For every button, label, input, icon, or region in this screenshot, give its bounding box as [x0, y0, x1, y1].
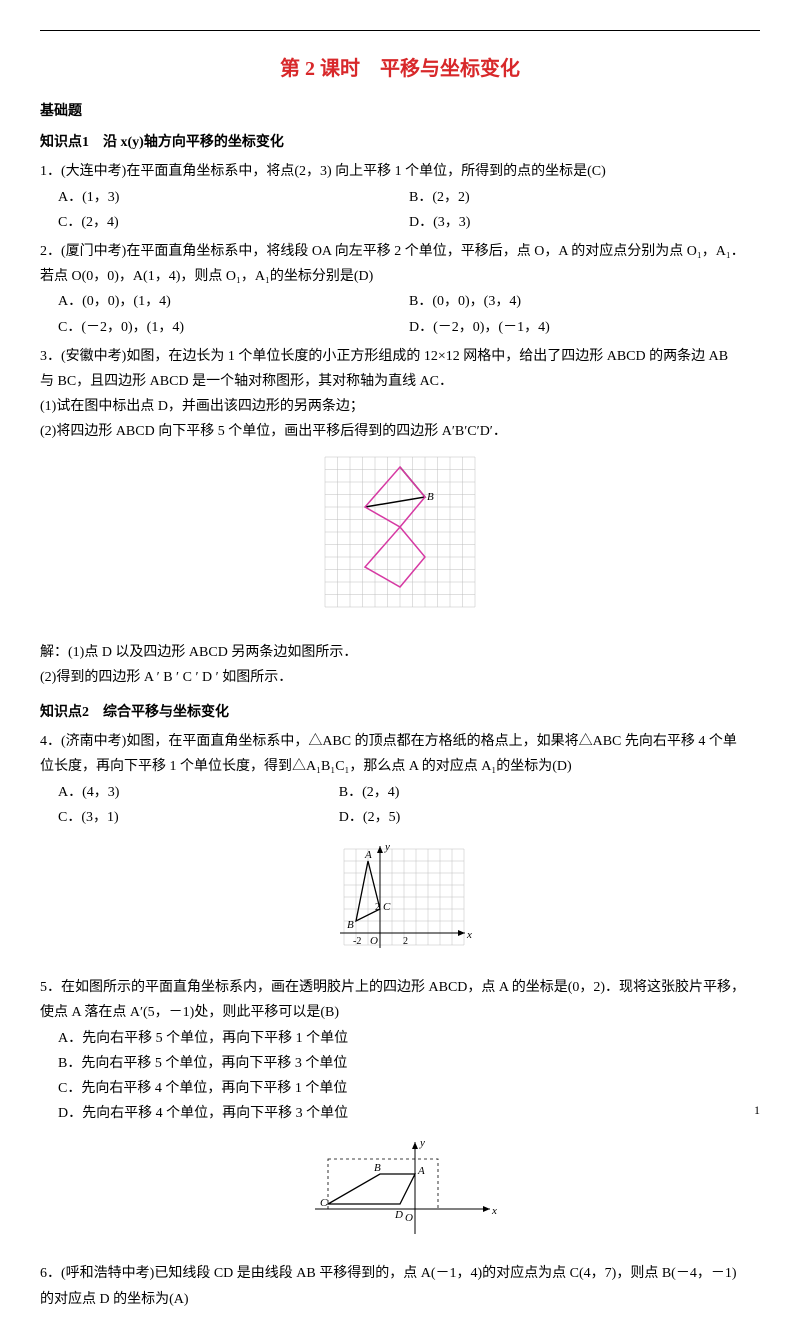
q5-opt-d: D．先向右平移 4 个单位，再向下平移 3 个单位 [58, 1101, 778, 1126]
page-number: 1 [754, 1100, 760, 1122]
q5-stem2: 使点 A 落在点 A′(5，－1)处，则此平移可以是(B) [40, 1000, 760, 1025]
svg-text:2: 2 [375, 902, 380, 913]
svg-text:O: O [370, 935, 378, 947]
svg-text:O: O [405, 1212, 413, 1224]
q3-stem1: 3．(安徽中考)如图，在边长为 1 个单位长度的小正方形组成的 12×12 网格… [40, 344, 760, 369]
heading-kp2: 知识点2 综合平移与坐标变化 [40, 700, 760, 725]
svg-text:A: A [417, 1165, 425, 1177]
q3-sol1: 解：(1)点 D 以及四边形 ABCD 另两条边如图所示． [40, 640, 760, 665]
q4-stem2: 位长度，再向下平移 1 个单位长度，得到△A₁B₁C₁，那么点 A 的对应点 A… [40, 754, 760, 779]
q5-opt-c: C．先向右平移 4 个单位，再向下平移 1 个单位 [58, 1076, 778, 1101]
q3-figure: B [40, 452, 760, 631]
svg-text:C: C [383, 901, 391, 913]
svg-text:B: B [374, 1162, 381, 1174]
q1-opt-b: B．(2，2) [409, 185, 760, 210]
page-title: 第 2 课时 平移与坐标变化 [40, 51, 760, 87]
q4-opt-d: D．(2，5) [339, 805, 760, 830]
q4-options: A．(4，3) B．(2，4) C．(3，1) D．(2，5) [58, 780, 760, 830]
q2-opt-c: C．(－2，0)，(1，4) [58, 315, 409, 340]
q4-opt-a: A．(4，3) [58, 780, 339, 805]
q4-stem1: 4．(济南中考)如图，在平面直角坐标系中，△ABC 的顶点都在方格纸的格点上，如… [40, 729, 760, 754]
q1-opt-a: A．(1，3) [58, 185, 409, 210]
heading-kp1: 知识点1 沿 x(y)轴方向平移的坐标变化 [40, 130, 760, 155]
svg-text:B: B [347, 919, 354, 931]
q5-stem1: 5．在如图所示的平面直角坐标系内，画在透明胶片上的四边形 ABCD，点 A 的坐… [40, 975, 760, 1000]
svg-text:-2: -2 [353, 936, 361, 947]
top-rule [40, 30, 760, 31]
q3-p2: (2)将四边形 ABCD 向下平移 5 个单位，画出平移后得到的四边形 A′B′… [40, 419, 760, 444]
q5-opt-b: B．先向右平移 5 个单位，再向下平移 3 个单位 [58, 1051, 778, 1076]
q6-stem2: 的对应点 D 的坐标为(A) [40, 1287, 760, 1312]
heading-basic: 基础题 [40, 99, 760, 124]
svg-text:x: x [466, 929, 472, 941]
q2-stem2: 若点 O(0，0)，A(1，4)，则点 O₁，A₁的坐标分别是(D) [40, 264, 760, 289]
q1-opt-d: D．(3，3) [409, 210, 760, 235]
q2-opt-d: D．(－2，0)，(－1，4) [409, 315, 760, 340]
svg-text:y: y [419, 1137, 425, 1149]
q1-opt-c: C．(2，4) [58, 210, 409, 235]
q2-opt-b: B．(0，0)，(3，4) [409, 289, 760, 314]
svg-text:y: y [384, 841, 390, 853]
q5-figure: x y O A B C D [40, 1134, 760, 1253]
q3-p1: (1)试在图中标出点 D，并画出该四边形的另两条边； [40, 394, 760, 419]
svg-text:A: A [364, 849, 372, 861]
q3-stem2: 与 BC，且四边形 ABCD 是一个轴对称图形，其对称轴为直线 AC． [40, 369, 760, 394]
q2-options: A．(0，0)，(1，4) B．(0，0)，(3，4) C．(－2，0)，(1，… [58, 289, 760, 339]
svg-text:B: B [427, 491, 434, 503]
q4-figure: x y O -2 2 A B C 2 [40, 838, 760, 967]
q1-options: A．(1，3) B．(2，2) C．(2，4) D．(3，3) [58, 185, 760, 235]
q4-opt-b: B．(2，4) [339, 780, 760, 805]
q1-stem: 1．(大连中考)在平面直角坐标系中，将点(2，3) 向上平移 1 个单位，所得到… [40, 159, 760, 184]
q6-stem1: 6．(呼和浩特中考)已知线段 CD 是由线段 AB 平移得到的，点 A(－1，4… [40, 1261, 760, 1286]
svg-text:2: 2 [403, 936, 408, 947]
q2-stem1: 2．(厦门中考)在平面直角坐标系中，将线段 OA 向左平移 2 个单位，平移后，… [40, 239, 760, 264]
q3-sol2: (2)得到的四边形 A ′ B ′ C ′ D ′ 如图所示． [40, 665, 760, 690]
svg-text:C: C [320, 1197, 328, 1209]
q5-opt-a: A．先向右平移 5 个单位，再向下平移 1 个单位 [58, 1026, 778, 1051]
q4-opt-c: C．(3，1) [58, 805, 339, 830]
svg-text:x: x [491, 1205, 497, 1217]
q2-opt-a: A．(0，0)，(1，4) [58, 289, 409, 314]
svg-text:D: D [394, 1209, 403, 1221]
